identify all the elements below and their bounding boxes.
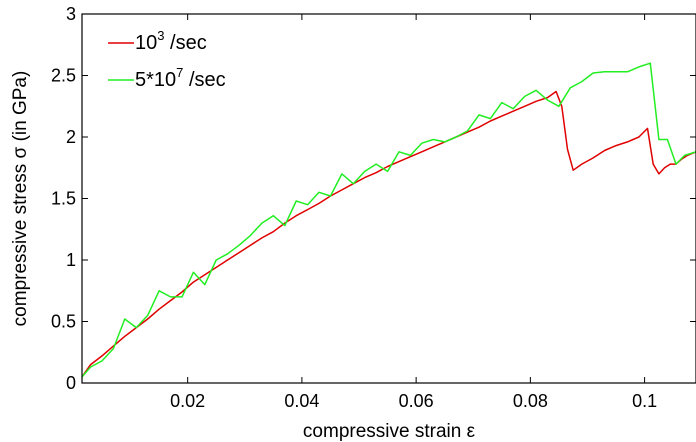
legend-label-unit: /sec [183, 69, 225, 91]
y-tick-label: 1.5 [51, 189, 76, 209]
legend-label-base: 10 [135, 32, 157, 54]
legend-label-base: 5*10 [135, 69, 176, 91]
y-tick-label: 3 [66, 4, 76, 24]
legend-label-series-2: 5*107 /sec [135, 65, 226, 91]
legend-label-series-1: 103 /sec [135, 28, 207, 54]
y-tick-label: 1 [66, 250, 76, 270]
y-tick-label: 0.5 [51, 312, 76, 332]
x-tick-label: 0.04 [284, 391, 319, 411]
ticks-layer: 0.02 0.04 0.06 0.08 0.1 0 0.5 1 1.5 2 2.5 3 [51, 4, 696, 411]
series-line-1 [81, 90, 696, 378]
x-axis-label: compressive strain ε [303, 421, 476, 442]
y-tick-label: 0 [66, 373, 76, 393]
x-tick-label: 0.1 [632, 391, 657, 411]
x-tick-label: 0.02 [170, 391, 205, 411]
x-tick-label: 0.08 [513, 391, 548, 411]
series-line-2 [81, 62, 696, 378]
legend-label-exponent: 7 [176, 65, 183, 80]
y-tick-label: 2 [66, 127, 76, 147]
legend-label-exponent: 3 [157, 28, 164, 43]
y-axis-label: compressive stress σ (in GPa) [10, 71, 31, 327]
y-tick-label: 2.5 [51, 66, 76, 86]
x-tick-label: 0.06 [399, 391, 434, 411]
legend-label-unit: /sec [164, 32, 206, 54]
legend: 103 /sec 5*107 /sec [108, 28, 226, 91]
series-layer [81, 62, 696, 378]
